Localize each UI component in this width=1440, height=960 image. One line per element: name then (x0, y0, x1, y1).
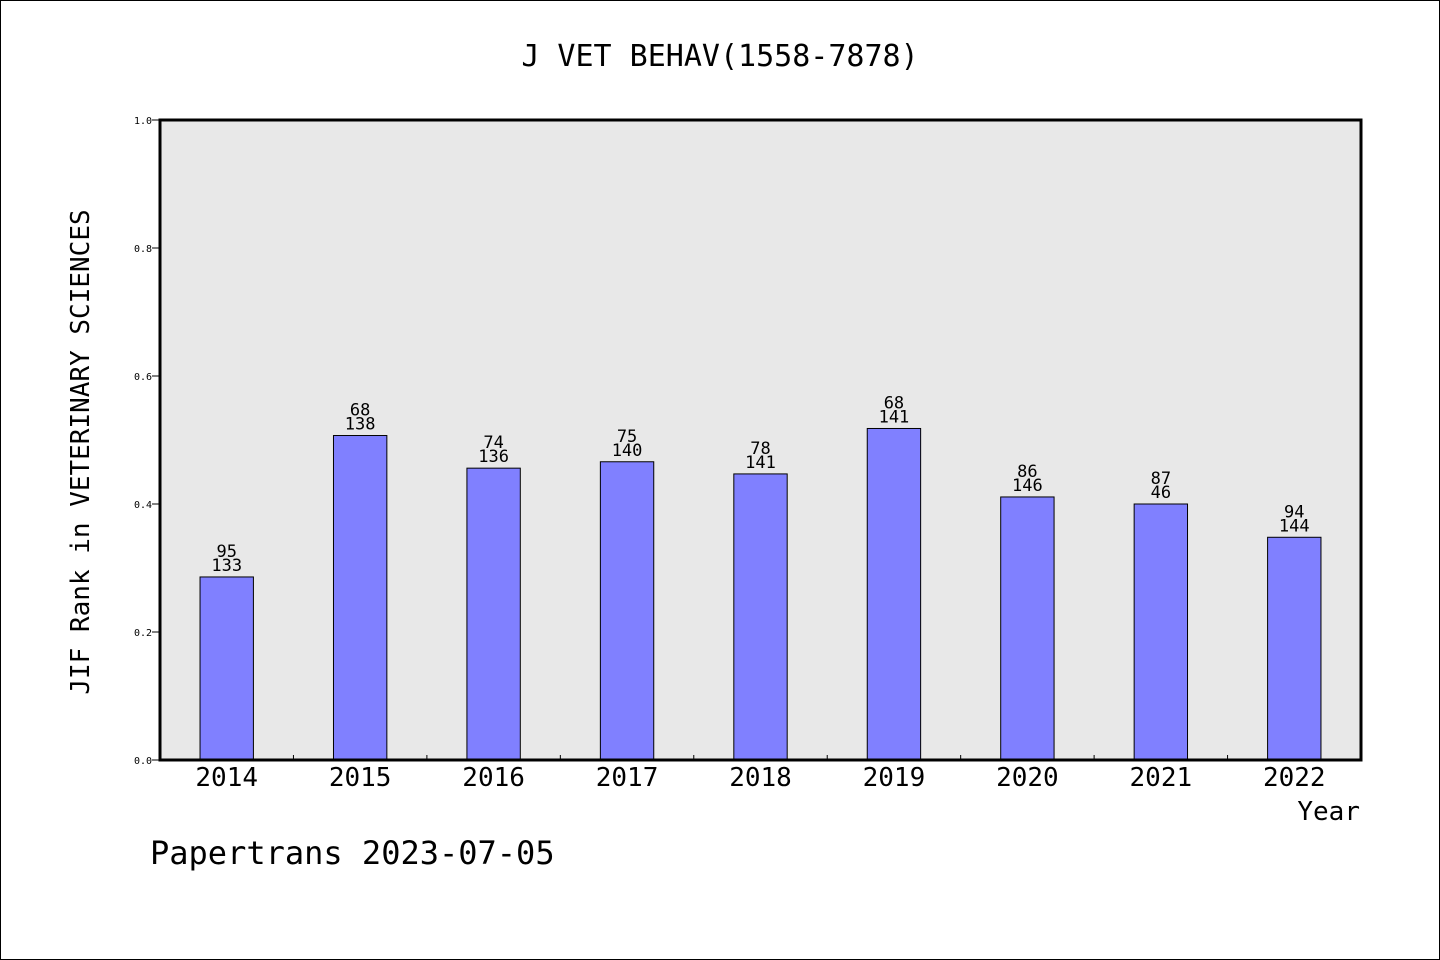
bar-label-top: 74 (483, 433, 503, 453)
x-tick-label: 2022 (1263, 763, 1326, 793)
x-tick-label: 2020 (996, 763, 1059, 793)
chart-title: J VET BEHAV(1558-7878) (521, 39, 918, 74)
bar-label-bottom: 141 (879, 407, 910, 427)
bar-label-bottom: 144 (1279, 516, 1310, 536)
y-tick-label: 0.4 (134, 500, 152, 511)
x-tick-label: 2018 (729, 763, 792, 793)
bar-label-top: 75 (617, 427, 637, 447)
bar-label-bottom: 141 (745, 453, 776, 473)
bar-2015 (332, 435, 388, 761)
bar-label-bottom: 46 (1151, 483, 1171, 503)
plot-border (158, 118, 1363, 762)
y-tick-label: 0.2 (134, 628, 152, 639)
x-tick-label: 2014 (195, 763, 258, 793)
bar-2016 (466, 467, 521, 761)
bar-label-top: 95 (216, 542, 236, 562)
bar-label-top: 87 (1151, 469, 1171, 489)
bar-label-bottom: 138 (345, 415, 376, 435)
bars (199, 427, 1322, 761)
x-tick-label: 2019 (863, 763, 926, 793)
bar-label-top: 68 (884, 393, 904, 413)
bar-label-top: 68 (350, 401, 370, 421)
x-tick-label: 2017 (596, 763, 659, 793)
y-tick-label: 0.0 (134, 756, 152, 767)
x-axis-label: Year (1297, 797, 1360, 827)
bar-label-top: 78 (750, 439, 770, 459)
bar-label-bottom: 146 (1012, 476, 1043, 496)
x-tick-labels: 2014 2015 2016 2017 2018 2019 2020 2021 2022 (195, 763, 1325, 793)
footer-text: Papertrans 2023-07-05 (150, 834, 555, 872)
y-tick-label: 0.6 (134, 372, 152, 383)
x-tick-label: 2016 (462, 763, 525, 793)
x-tick-label: 2015 (329, 763, 392, 793)
y-axis-label: JIF Rank in VETERINARY SCIENCES (66, 209, 96, 694)
bar-2020 (1000, 496, 1055, 761)
y-tick-label: 1.0 (134, 116, 152, 127)
bar-label-bottom: 136 (478, 447, 509, 467)
bar-2022 (1267, 536, 1322, 761)
bar-2014 (199, 576, 254, 761)
bar-2019 (866, 427, 922, 761)
bar-2018 (733, 473, 788, 761)
bar-label-top: 94 (1284, 502, 1304, 522)
x-tick-label: 2021 (1130, 763, 1193, 793)
y-tick-label: 0.8 (134, 244, 152, 255)
bar-label-bottom: 140 (612, 441, 643, 461)
bar-2021 (1133, 503, 1189, 761)
y-tick-labels: 0.0 0.2 0.4 0.6 0.8 1.0 (134, 116, 152, 767)
bar-label-bottom: 133 (211, 556, 242, 576)
bar-2017 (599, 461, 655, 761)
bar-label-top: 86 (1017, 462, 1037, 482)
